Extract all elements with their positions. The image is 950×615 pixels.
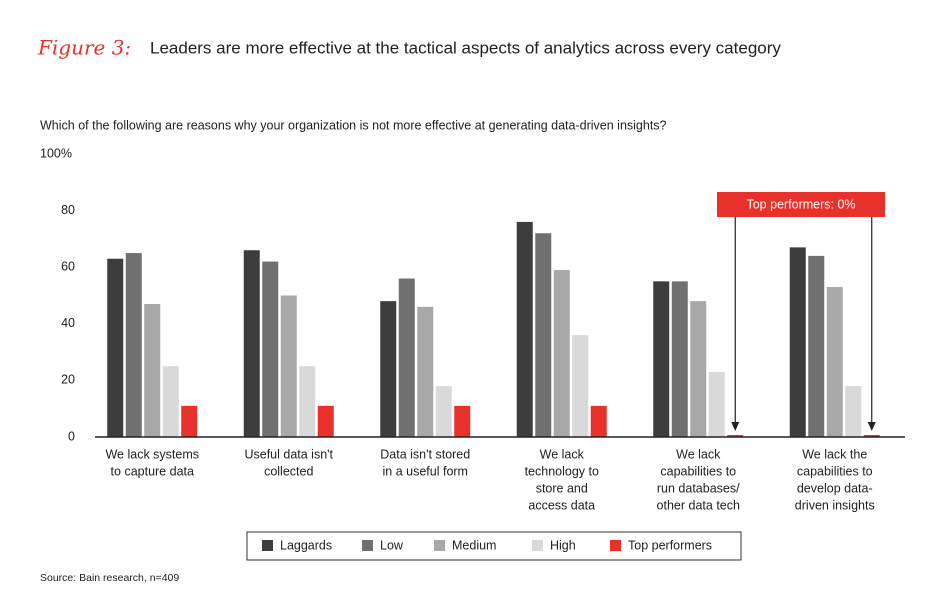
subtitle: Which of the following are reasons why y… — [40, 118, 667, 132]
bar — [671, 281, 688, 437]
bar — [299, 366, 316, 437]
legend-swatch — [262, 540, 273, 551]
bar — [653, 281, 670, 437]
bar — [516, 221, 533, 437]
x-tick-label: collected — [264, 464, 313, 478]
x-tick-label: We lack systems — [105, 447, 199, 461]
bar — [144, 303, 161, 437]
legend-label: Medium — [452, 538, 496, 552]
x-tick-label: run databases/ — [657, 481, 740, 495]
bar — [435, 386, 452, 437]
bar — [454, 405, 471, 437]
x-tick-label: capabilities to — [660, 464, 736, 478]
x-tick-label: in a useful form — [383, 464, 468, 478]
bar — [727, 435, 744, 437]
x-tick-label: We lack the — [802, 447, 867, 461]
bar — [162, 366, 179, 437]
bar — [863, 435, 880, 437]
x-tick-label: store and — [536, 481, 588, 495]
bar — [417, 306, 434, 437]
annotation: Top performers: 0% — [746, 197, 855, 211]
y-tick-label: 0 — [68, 429, 75, 443]
y-tick-label: 80 — [61, 203, 75, 217]
legend-label: Low — [380, 538, 404, 552]
arrow-head — [867, 422, 876, 431]
bar — [808, 255, 825, 437]
x-tick-label: access data — [528, 498, 595, 512]
x-tick-label: We lack — [540, 447, 585, 461]
x-tick-label: capabilities to — [797, 464, 873, 478]
legend-swatch — [532, 540, 543, 551]
bar — [262, 261, 279, 437]
chart-title: Leaders are more effective at the tactic… — [150, 38, 781, 57]
bar — [590, 405, 607, 437]
bar — [690, 301, 707, 437]
source: Source: Bain research, n=409 — [40, 572, 179, 584]
annotation-box — [717, 192, 885, 217]
legend-label: Top performers — [628, 538, 712, 552]
y-tick-label: 100% — [40, 146, 72, 160]
x-tick-label: Useful data isn't — [244, 447, 333, 461]
y-tick-label: 40 — [61, 316, 75, 330]
bar — [789, 247, 806, 437]
legend-swatch — [610, 540, 621, 551]
bar — [845, 386, 862, 437]
bar — [317, 405, 334, 437]
legend-label: Laggards — [280, 538, 332, 552]
x-tick-label: other data tech — [657, 498, 740, 512]
arrow-head — [731, 422, 740, 431]
x-tick-label: to capture data — [111, 464, 194, 478]
bar — [708, 371, 725, 437]
bar — [181, 405, 198, 437]
bar — [826, 287, 843, 437]
bar — [280, 295, 297, 437]
y-tick-label: 20 — [61, 373, 75, 387]
bar — [535, 233, 552, 437]
legend-box — [246, 531, 742, 561]
bar — [125, 253, 142, 437]
x-tick-label: driven insights — [795, 498, 875, 512]
title-prefix: Figure 3: — [37, 36, 131, 60]
bar — [380, 301, 397, 437]
y-tick-label: 60 — [61, 259, 75, 273]
x-tick-label: develop data- — [797, 481, 873, 495]
legend-swatch — [434, 540, 445, 551]
bar — [107, 258, 124, 437]
legend-swatch — [362, 540, 373, 551]
bar — [572, 335, 589, 437]
legend-label: High — [550, 538, 576, 552]
bar — [243, 250, 260, 437]
bar — [398, 278, 415, 437]
x-tick-label: technology to — [525, 464, 599, 478]
x-tick-label: We lack — [676, 447, 721, 461]
x-tick-label: Data isn't stored — [380, 447, 470, 461]
bar — [553, 270, 570, 437]
